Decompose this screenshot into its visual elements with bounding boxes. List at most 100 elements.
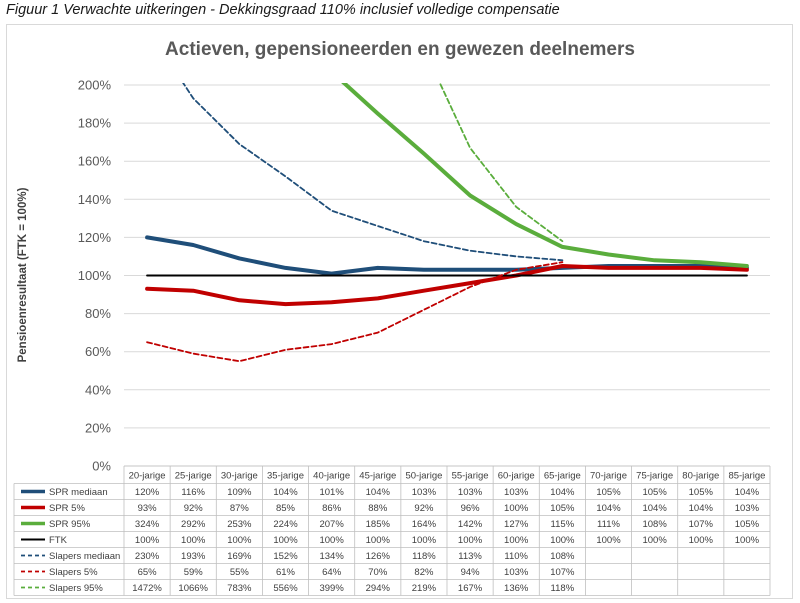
data-label: 115% <box>551 519 575 530</box>
data-label: 93% <box>138 503 158 514</box>
data-label: 59% <box>184 567 204 578</box>
y-tick-label: 100% <box>78 268 112 283</box>
data-label: 108% <box>642 519 667 530</box>
data-label: 101% <box>319 487 344 498</box>
data-label: 105% <box>689 487 714 498</box>
data-label: 111% <box>597 519 620 530</box>
data-label: 100% <box>227 535 252 546</box>
x-category-label: 35-jarige <box>267 471 304 482</box>
x-category-label: 65-jarige <box>544 471 581 482</box>
data-label: 292% <box>181 519 206 530</box>
legend-label: SPR 5% <box>49 503 85 514</box>
data-label: 399% <box>319 583 344 594</box>
y-axis-ticks: 0% 20% 40% 60% 80% 100% 120% 140% 160% 180% 200% <box>78 78 112 474</box>
x-category-label: 50-jarige <box>405 471 442 482</box>
y-tick-label: 20% <box>85 420 111 435</box>
data-label: 65% <box>138 567 158 578</box>
data-label: 136% <box>504 583 529 594</box>
data-label: 134% <box>319 551 344 562</box>
data-label: 185% <box>366 519 391 530</box>
data-label: 103% <box>458 487 483 498</box>
series-line-slapers-mediaan <box>182 83 564 262</box>
data-label: 193% <box>181 551 206 562</box>
data-label: 100% <box>412 535 437 546</box>
data-label: 100% <box>135 535 160 546</box>
x-category-label: 55-jarige <box>452 471 489 482</box>
series-line-slapers-5 <box>146 261 564 363</box>
data-label: 100% <box>735 535 760 546</box>
y-tick-label: 160% <box>78 154 112 169</box>
data-label: 1066% <box>178 583 208 594</box>
data-label: 88% <box>368 503 388 514</box>
data-label: 110% <box>504 551 528 562</box>
legend-label: SPR mediaan <box>49 487 108 498</box>
data-label: 324% <box>135 519 160 530</box>
data-table: 20-jarige 25-jarige 30-jarige 35-jarige 40-j… <box>13 465 771 596</box>
x-category-label: 30-jarige <box>221 471 258 482</box>
data-label: 164% <box>412 519 437 530</box>
x-category-label: 75-jarige <box>636 471 673 482</box>
data-label: 92% <box>184 503 204 514</box>
data-label: 85% <box>276 503 296 514</box>
data-label: 105% <box>735 519 760 530</box>
data-label: 120% <box>135 487 160 498</box>
data-label: 100% <box>319 535 344 546</box>
data-label: 219% <box>412 583 437 594</box>
data-label: 86% <box>322 503 342 514</box>
data-label: 167% <box>458 583 483 594</box>
data-label: 127% <box>504 519 529 530</box>
data-label: 104% <box>273 487 298 498</box>
y-tick-label: 60% <box>85 344 111 359</box>
data-label: 103% <box>735 503 760 514</box>
data-label: 224% <box>273 519 298 530</box>
data-label: 104% <box>550 487 575 498</box>
data-label: 64% <box>322 567 342 578</box>
data-label: 113% <box>458 551 482 562</box>
x-category-label: 45-jarige <box>359 471 396 482</box>
legend-label: Slapers 95% <box>49 583 103 594</box>
data-label: 103% <box>412 487 437 498</box>
y-tick-label: 180% <box>78 116 112 131</box>
data-label: 70% <box>368 567 388 578</box>
data-label: 118% <box>412 551 436 562</box>
x-category-label: 80-jarige <box>682 471 719 482</box>
data-label: 104% <box>596 503 621 514</box>
data-label: 100% <box>689 535 714 546</box>
chart-title: Actieven, gepensioneerden en gewezen dee… <box>165 39 635 60</box>
x-category-label: 20-jarige <box>129 471 166 482</box>
data-label: 108% <box>550 551 575 562</box>
grid-layer <box>124 84 770 467</box>
chart-frame <box>6 24 793 599</box>
data-label: 100% <box>181 535 206 546</box>
data-label: 104% <box>642 503 667 514</box>
y-axis-label: Pensioenresultaat (FTK = 100%) <box>17 187 29 362</box>
legend-label: Slapers mediaan <box>49 551 120 562</box>
data-label: 109% <box>227 487 252 498</box>
x-category-label: 60-jarige <box>498 471 535 482</box>
data-label: 105% <box>596 487 621 498</box>
data-label: 100% <box>642 535 667 546</box>
data-label: 556% <box>273 583 298 594</box>
x-category-label: 70-jarige <box>590 471 627 482</box>
data-label: 253% <box>227 519 252 530</box>
data-label: 107% <box>550 567 575 578</box>
x-category-label: 85-jarige <box>728 471 765 482</box>
data-label: 92% <box>414 503 434 514</box>
data-label: 230% <box>135 551 160 562</box>
data-label: 126% <box>366 551 391 562</box>
data-label: 169% <box>227 551 252 562</box>
y-tick-label: 0% <box>92 459 111 474</box>
data-label: 107% <box>689 519 714 530</box>
legend-label: Slapers 5% <box>49 567 98 578</box>
data-label: 103% <box>504 567 529 578</box>
y-tick-label: 140% <box>78 192 112 207</box>
y-tick-label: 120% <box>78 230 112 245</box>
data-label: 100% <box>273 535 298 546</box>
x-category-label: 25-jarige <box>175 471 212 482</box>
series-layer <box>145 83 749 363</box>
data-label: 207% <box>319 519 344 530</box>
series-line-slapers-95 <box>438 83 564 243</box>
data-label: 118% <box>551 583 575 594</box>
data-label: 100% <box>458 535 483 546</box>
data-label: 100% <box>504 503 529 514</box>
